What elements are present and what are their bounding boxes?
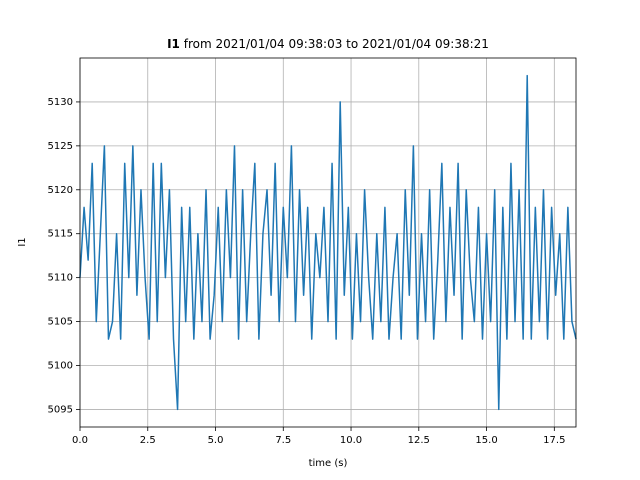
x-tick-label: 0.0 [72, 435, 88, 446]
x-tick-label: 17.5 [543, 435, 565, 446]
y-tick-label: 5130 [48, 97, 73, 108]
y-tick-label: 5095 [48, 404, 73, 415]
chart-title: I1 from 2021/01/04 09:38:03 to 2021/01/0… [167, 37, 489, 51]
y-tick-label: 5110 [48, 273, 73, 284]
x-tick-label: 2.5 [140, 435, 156, 446]
y-axis-label: I1 [17, 237, 28, 246]
y-tick-label: 5120 [48, 185, 73, 196]
x-tick-label: 12.5 [408, 435, 430, 446]
x-tick-label: 7.5 [275, 435, 291, 446]
x-axis-label: time (s) [309, 458, 348, 469]
y-tick-label: 5100 [48, 361, 73, 372]
y-tick-label: 5115 [48, 229, 73, 240]
x-tick-label: 5.0 [208, 435, 224, 446]
series-line [79, 74, 577, 411]
x-tick-label: 15.0 [475, 435, 497, 446]
y-tick-label: 5125 [48, 141, 73, 152]
title-rest: from 2021/01/04 09:38:03 to 2021/01/04 0… [184, 37, 489, 51]
plot-frame [79, 57, 577, 428]
x-tick-label: 10.0 [340, 435, 362, 446]
y-tick-label: 5105 [48, 317, 73, 328]
title-bold: I1 [167, 37, 180, 51]
